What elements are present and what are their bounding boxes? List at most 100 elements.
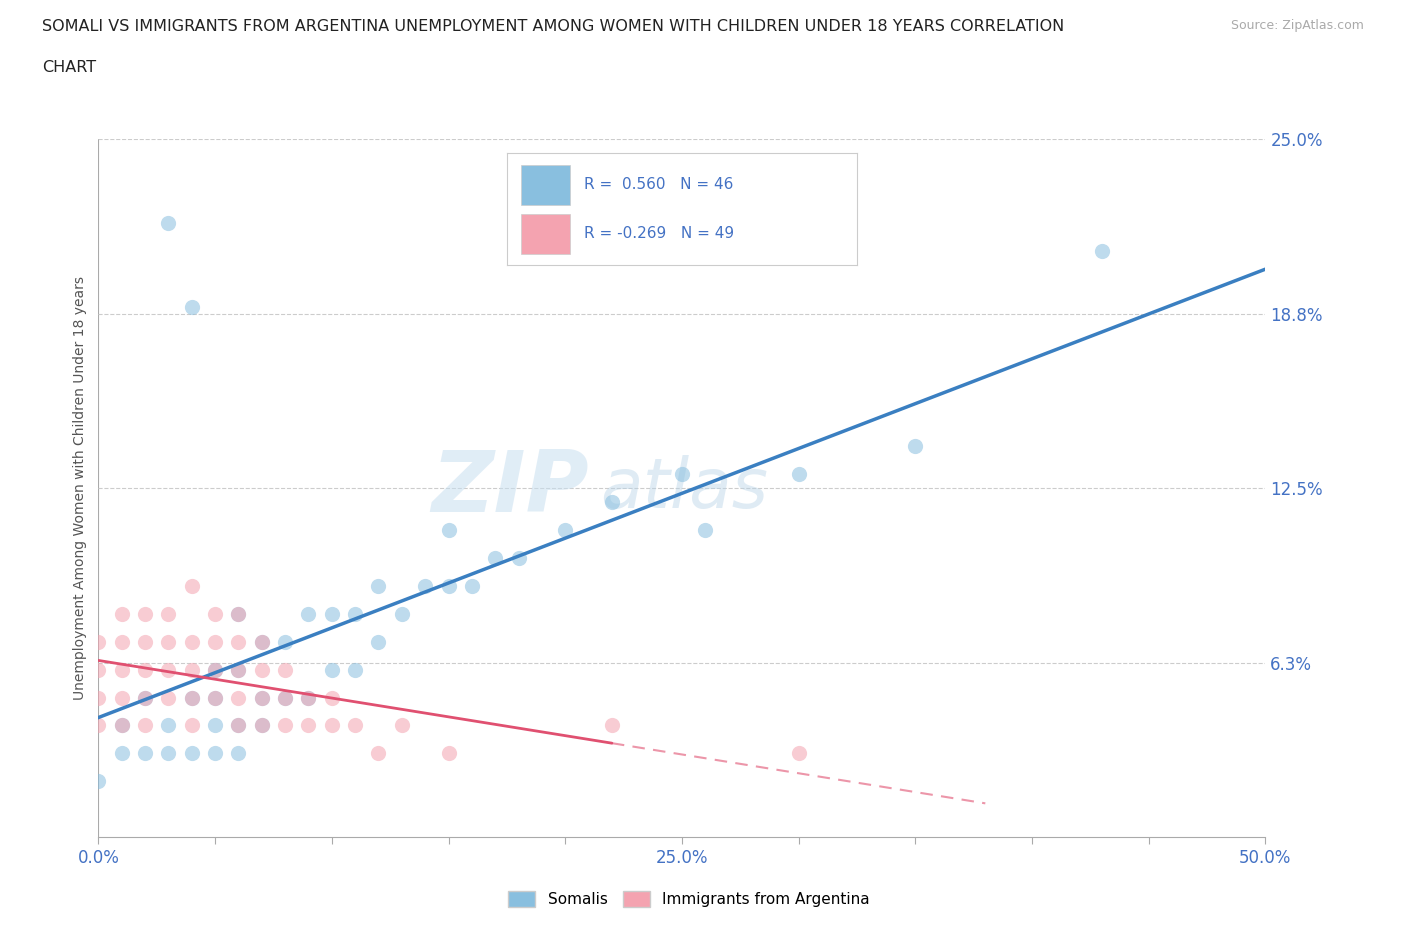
Point bbox=[274, 718, 297, 733]
Point bbox=[134, 690, 156, 705]
Point bbox=[157, 718, 180, 733]
Point bbox=[180, 299, 202, 314]
Point bbox=[344, 718, 367, 733]
Point bbox=[157, 634, 180, 649]
Point bbox=[787, 467, 810, 482]
Point bbox=[204, 718, 226, 733]
Point bbox=[321, 690, 343, 705]
Point bbox=[554, 523, 576, 538]
Point bbox=[228, 690, 250, 705]
Point bbox=[250, 690, 273, 705]
Point bbox=[204, 662, 226, 677]
Point bbox=[391, 718, 413, 733]
Point bbox=[250, 718, 273, 733]
Point bbox=[250, 634, 273, 649]
Point bbox=[787, 746, 810, 761]
Point bbox=[180, 578, 202, 593]
Point bbox=[600, 718, 623, 733]
Point bbox=[111, 718, 134, 733]
Point bbox=[508, 551, 530, 565]
Point bbox=[228, 662, 250, 677]
Point bbox=[204, 634, 226, 649]
Text: CHART: CHART bbox=[42, 60, 96, 75]
Point bbox=[297, 690, 319, 705]
Text: atlas: atlas bbox=[600, 455, 768, 522]
Point bbox=[180, 634, 202, 649]
Point bbox=[157, 662, 180, 677]
Text: ZIP: ZIP bbox=[430, 446, 589, 530]
Point bbox=[274, 634, 297, 649]
Point bbox=[180, 746, 202, 761]
Point bbox=[180, 690, 202, 705]
Y-axis label: Unemployment Among Women with Children Under 18 years: Unemployment Among Women with Children U… bbox=[73, 276, 87, 700]
Point bbox=[297, 690, 319, 705]
Point bbox=[228, 718, 250, 733]
Point bbox=[180, 718, 202, 733]
Point bbox=[134, 634, 156, 649]
Point bbox=[1091, 244, 1114, 259]
Point bbox=[157, 216, 180, 231]
Point bbox=[321, 662, 343, 677]
Legend: Somalis, Immigrants from Argentina: Somalis, Immigrants from Argentina bbox=[502, 884, 876, 913]
Point bbox=[204, 690, 226, 705]
Text: Source: ZipAtlas.com: Source: ZipAtlas.com bbox=[1230, 19, 1364, 32]
Point bbox=[461, 578, 484, 593]
Point bbox=[367, 634, 389, 649]
Point bbox=[344, 662, 367, 677]
Text: SOMALI VS IMMIGRANTS FROM ARGENTINA UNEMPLOYMENT AMONG WOMEN WITH CHILDREN UNDER: SOMALI VS IMMIGRANTS FROM ARGENTINA UNEM… bbox=[42, 19, 1064, 33]
Point bbox=[111, 634, 134, 649]
Point bbox=[157, 746, 180, 761]
Point bbox=[600, 495, 623, 510]
Point bbox=[134, 606, 156, 621]
Point bbox=[437, 746, 460, 761]
Point bbox=[344, 606, 367, 621]
Point bbox=[904, 439, 927, 454]
Point bbox=[228, 606, 250, 621]
Point bbox=[111, 746, 134, 761]
Point bbox=[367, 578, 389, 593]
Point bbox=[484, 551, 506, 565]
Point bbox=[87, 690, 110, 705]
Point bbox=[204, 690, 226, 705]
Point bbox=[437, 523, 460, 538]
Point bbox=[157, 606, 180, 621]
Point bbox=[87, 718, 110, 733]
Point bbox=[250, 634, 273, 649]
Point bbox=[413, 578, 436, 593]
Point bbox=[87, 662, 110, 677]
Point bbox=[297, 606, 319, 621]
Point bbox=[111, 690, 134, 705]
Point bbox=[367, 746, 389, 761]
Point bbox=[228, 634, 250, 649]
Point bbox=[204, 662, 226, 677]
Point bbox=[204, 746, 226, 761]
Point bbox=[671, 467, 693, 482]
Point bbox=[180, 690, 202, 705]
Point bbox=[87, 634, 110, 649]
Point bbox=[134, 690, 156, 705]
Point bbox=[134, 746, 156, 761]
Point bbox=[321, 718, 343, 733]
Point bbox=[695, 523, 717, 538]
Point bbox=[228, 662, 250, 677]
Point bbox=[437, 578, 460, 593]
Point bbox=[321, 606, 343, 621]
Point bbox=[274, 662, 297, 677]
Point bbox=[228, 606, 250, 621]
Point bbox=[111, 718, 134, 733]
Point bbox=[228, 746, 250, 761]
Point bbox=[134, 662, 156, 677]
Point bbox=[297, 718, 319, 733]
Point bbox=[87, 774, 110, 789]
Point bbox=[228, 718, 250, 733]
Point bbox=[250, 690, 273, 705]
Point bbox=[274, 690, 297, 705]
Point bbox=[274, 690, 297, 705]
Point bbox=[204, 606, 226, 621]
Point bbox=[391, 606, 413, 621]
Point bbox=[250, 662, 273, 677]
Point bbox=[134, 718, 156, 733]
Point bbox=[180, 662, 202, 677]
Point bbox=[250, 718, 273, 733]
Point bbox=[157, 690, 180, 705]
